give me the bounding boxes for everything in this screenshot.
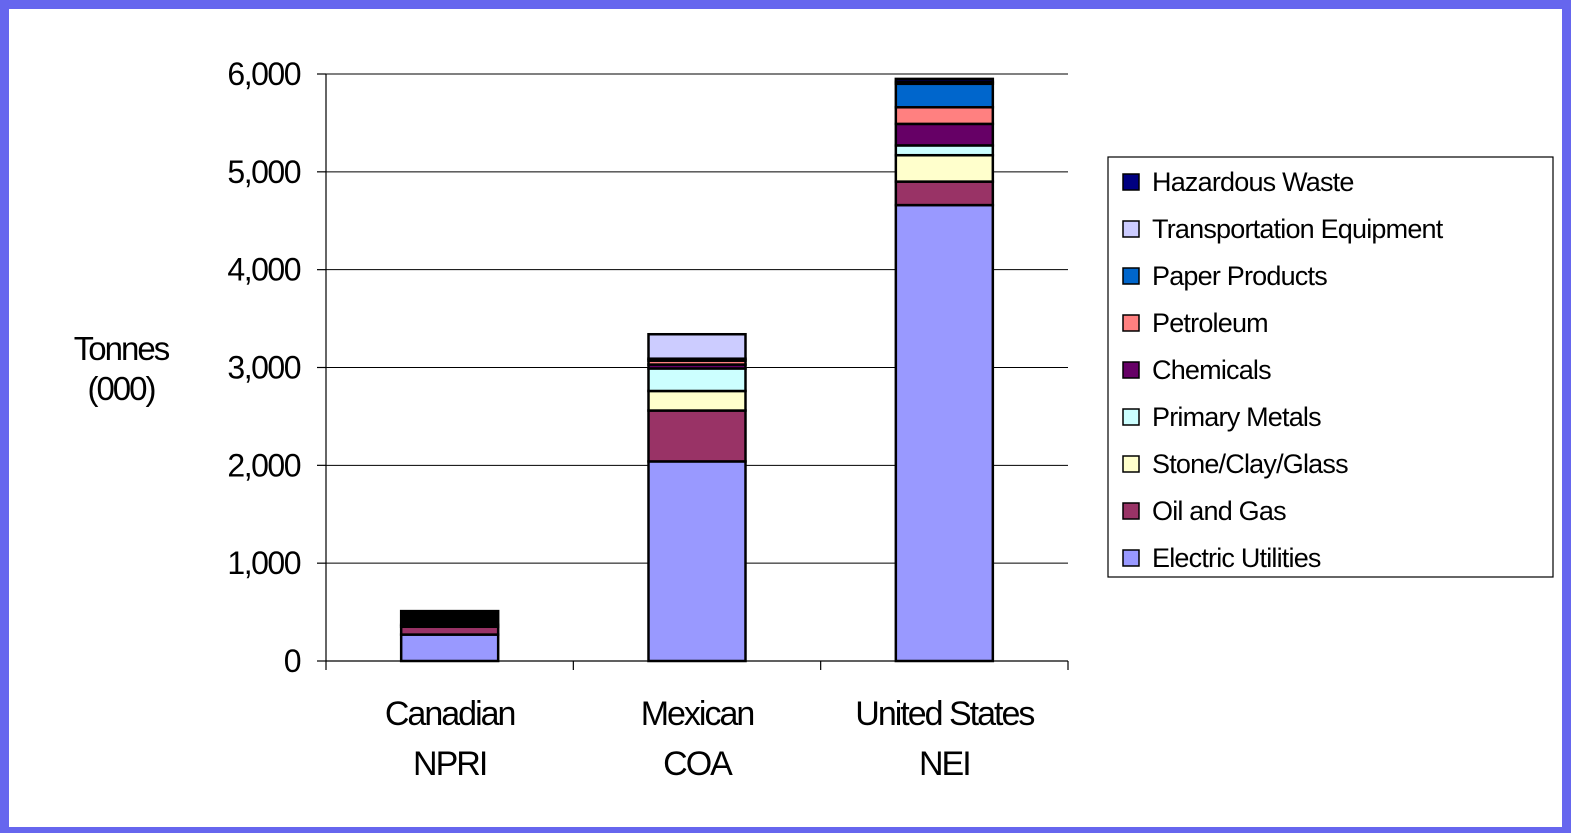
x-category-sublabel: NPRI — [413, 745, 486, 783]
y-tick-label: 4,000 — [227, 252, 300, 288]
y-tick-label: 5,000 — [227, 154, 300, 190]
y-tick-labels: 0 1,000 2,000 3,000 4,000 5,000 6,000 — [227, 56, 302, 679]
bars — [399, 77, 995, 663]
y-tick-label: 3,000 — [227, 350, 300, 386]
legend-swatch-paper-products — [1122, 267, 1140, 285]
legend-swatch-stone-clay-glass — [1122, 455, 1140, 473]
y-tick-label: 1,000 — [227, 545, 300, 581]
bar-segment-oil-and-gas — [894, 180, 995, 207]
x-category-label: United States — [855, 695, 1034, 733]
bar-segment-petroleum — [894, 106, 995, 126]
x-category-sublabel: NEI — [919, 745, 970, 783]
legend-swatch-chemicals — [1122, 361, 1140, 379]
y-axis-label-line2: (000) — [87, 370, 154, 407]
bar-segment-electric-utilities — [894, 203, 995, 663]
legend-swatch-petroleum — [1122, 314, 1140, 332]
y-axis-label-line1: Tonnes — [74, 330, 170, 367]
x-category-sublabel: COA — [663, 745, 733, 783]
y-tick-label: 2,000 — [227, 447, 300, 483]
bar-segment-primary-metals — [647, 367, 747, 393]
legend-label-chemicals: Chemicals — [1152, 355, 1271, 385]
y-tick-label: 0 — [284, 643, 301, 679]
legend-swatch-transportation-equipment — [1122, 220, 1140, 238]
bar-segment-stone-clay-glass — [894, 153, 995, 183]
stacked-bar-chart: 0 1,000 2,000 3,000 4,000 5,000 6,000 Canadian… — [74, 56, 1554, 783]
bar-segment-stone-clay-glass — [647, 389, 747, 412]
legend-label-paper-products: Paper Products — [1152, 261, 1327, 291]
bar-segment-electric-utilities — [399, 633, 500, 663]
legend-label-hazardous-waste: Hazardous Waste — [1152, 167, 1354, 197]
slide-frame: 0 1,000 2,000 3,000 4,000 5,000 6,000 Canadian… — [9, 9, 1562, 827]
legend-label-petroleum: Petroleum — [1152, 308, 1268, 338]
y-axis-title: Tonnes (000) — [74, 330, 172, 407]
bar-segment-hazardous-waste — [894, 77, 995, 84]
legend-label-oil-and-gas: Oil and Gas — [1152, 496, 1286, 526]
legend-swatch-electric-utilities — [1122, 549, 1140, 567]
bar-segment-electric-utilities — [647, 460, 747, 663]
legend-label-stone-clay-glass: Stone/Clay/Glass — [1152, 449, 1348, 479]
bar-segment-transportation-equipment — [647, 332, 747, 360]
legend: Hazardous Waste Transportation Equipment P… — [1107, 156, 1554, 578]
legend-swatch-hazardous-waste — [1122, 173, 1140, 191]
legend-label-primary-metals: Primary Metals — [1152, 402, 1321, 432]
legend-swatch-oil-and-gas — [1122, 502, 1140, 520]
x-category-label: Mexican — [641, 695, 754, 733]
bar-segment-primary-metals — [894, 144, 995, 157]
legend-label-transportation-equipment: Transportation Equipment — [1152, 214, 1444, 244]
y-tick-label: 6,000 — [227, 56, 300, 92]
legend-box — [1107, 156, 1554, 578]
bar-segment-oil-and-gas — [647, 409, 747, 463]
bar-segment-chemicals — [894, 122, 995, 147]
bar-segment-other — [399, 609, 500, 627]
bar-segment-paper-products — [894, 82, 995, 109]
x-category-label: Canadian — [385, 695, 515, 733]
legend-label-electric-utilities: Electric Utilities — [1152, 543, 1321, 573]
legend-swatch-primary-metals — [1122, 408, 1140, 426]
x-category-labels: Canadian NPRI Mexican COA United States NEI — [385, 695, 1037, 783]
